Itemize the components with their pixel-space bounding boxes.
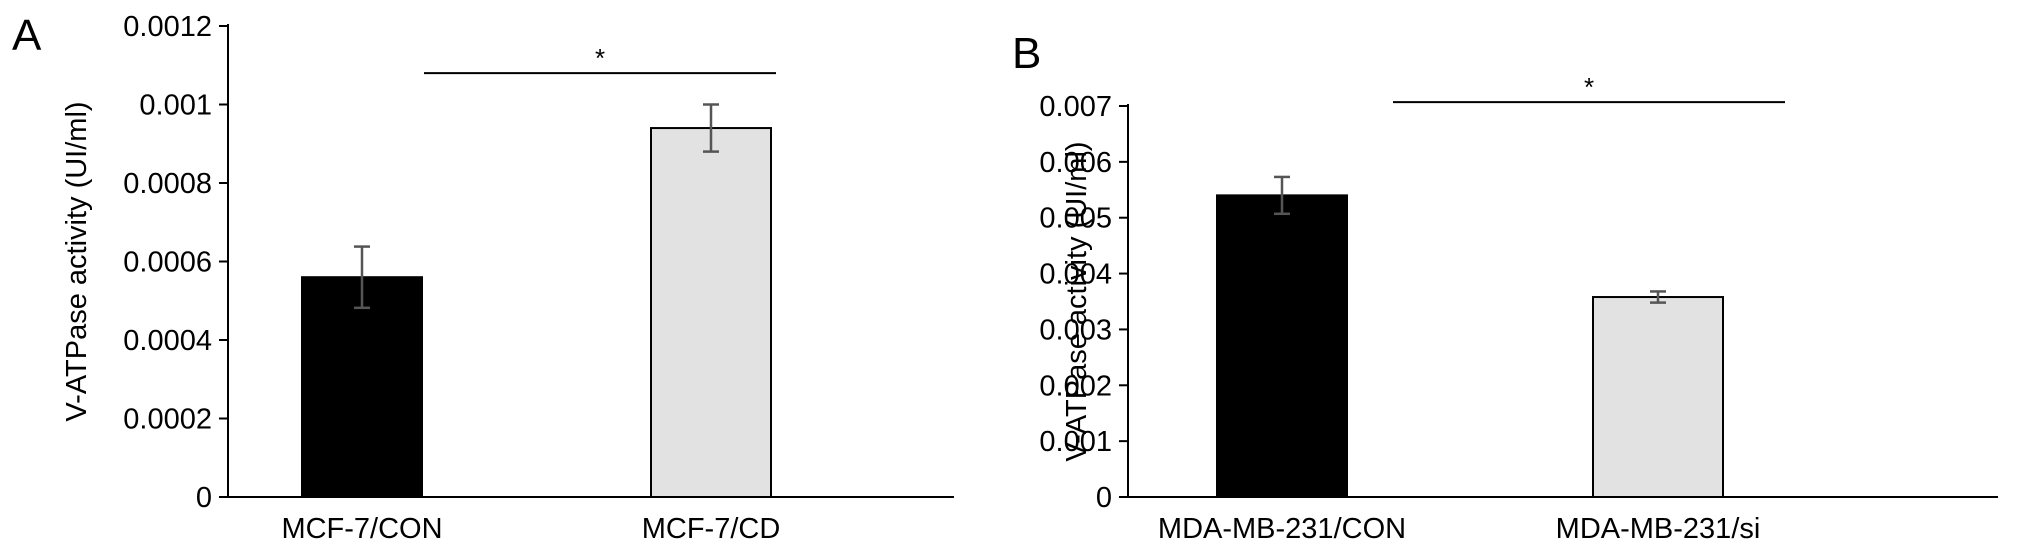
panel-a-y-tick-label: 0.0012 [123, 11, 212, 43]
panel-a-y-tick-label: 0.0004 [123, 325, 212, 357]
panel-a-y-tick-label: 0.0008 [123, 168, 212, 200]
panel-b-significance-label: * [1584, 72, 1594, 102]
panel-b-y-tick-label: 0.004 [1039, 259, 1112, 291]
panel-a-category-label: MCF-7/CON [281, 513, 442, 545]
panel-a-y-tick-label: 0 [196, 482, 212, 514]
panel-b-y-axis-label: V-ATPase activity (UI/ml) [1061, 141, 1093, 461]
panel-b-y-tick-label: 0 [1096, 482, 1112, 514]
panel-b-category-label: MDA-MB-231/si [1556, 513, 1761, 545]
panel-b-bar [1216, 194, 1348, 498]
panel-a-y-axis-label: V-ATPase activity (UI/ml) [61, 101, 93, 421]
panel-b-y-tick-label: 0.005 [1039, 203, 1112, 235]
panel-b-category-label: MDA-MB-231/CON [1158, 513, 1406, 545]
panel-a-y-tick-label: 0.0006 [123, 247, 212, 279]
panel-a-y-tick-label: 0.001 [139, 90, 212, 122]
panel-b-bar [1592, 296, 1724, 498]
panel-b-y-tick-label: 0.002 [1039, 370, 1112, 402]
panel-a-category-label: MCF-7/CD [642, 513, 781, 545]
panel-b-y-tick-label: 0.007 [1039, 91, 1112, 123]
panel-b-label: B [1012, 29, 1041, 78]
panel-a-bar [650, 127, 772, 499]
panel-a-y-tick-label: 0.0002 [123, 404, 212, 436]
panel-a-significance-label: * [595, 43, 605, 73]
panel-b-y-tick-label: 0.003 [1039, 314, 1112, 346]
panel-a-label: A [12, 11, 42, 60]
panel-b-y-tick-label: 0.006 [1039, 147, 1112, 179]
panel-a-bar [301, 276, 423, 499]
panel-b-y-tick-label: 0.001 [1039, 426, 1112, 458]
